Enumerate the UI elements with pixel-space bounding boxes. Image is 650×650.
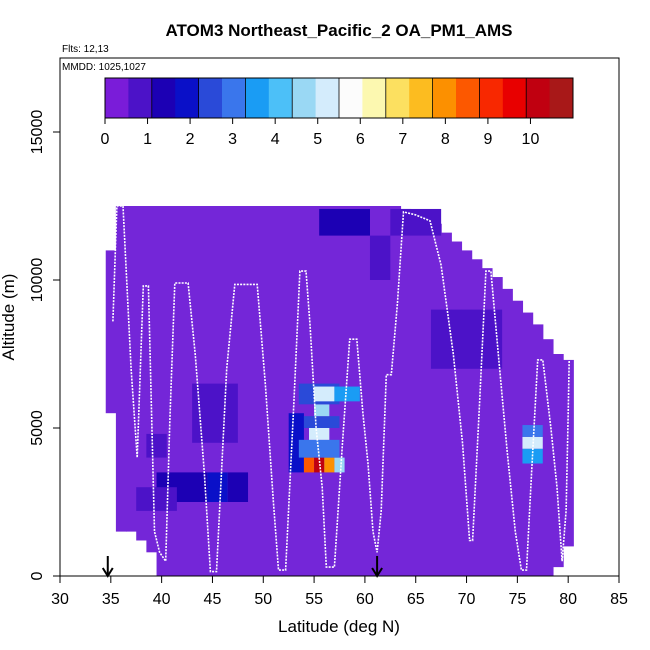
curtain-column [146,206,158,553]
curtain-column [461,250,473,576]
colorbar-swatch [128,78,153,118]
concentration-cell [303,416,340,428]
concentration-cell [369,235,391,280]
colorbar-swatch [292,78,317,118]
colorbar: 0 1 2 3 4 5 6 7 8 9 10 [101,77,574,148]
curtain-column [400,208,412,576]
y-tick-label: 5000 [29,410,46,446]
concentration-cell [298,439,340,458]
colorbar-tick-label: 4 [271,131,280,148]
concentration-cell [319,208,370,236]
plot-frame [59,57,620,577]
colorbar-swatch [245,78,270,118]
curtain-column [156,206,168,576]
colorbar-swatch [339,78,363,118]
x-tick-label: 55 [305,591,323,608]
colorbar-swatch [385,78,410,118]
colorbar-tick-label: 0 [101,131,110,148]
concentration-cell [146,433,167,458]
colorbar-swatch [456,78,480,118]
colorbar-swatch [432,78,457,118]
colorbar-tick-label: 10 [522,131,540,148]
curtain-column [441,232,452,576]
concentration-cell [207,472,228,502]
y-axis-label: Altitude (m) [0,274,18,361]
curtain-column [115,206,127,532]
curtain-column [126,206,137,532]
x-tick-label: 60 [356,591,374,608]
curtain-column [512,300,524,576]
concentration-cell [192,383,238,443]
curtain-column [451,241,463,576]
curtain-column [563,359,574,547]
concentration-cell [136,487,177,511]
concentration-cell [334,386,360,402]
concentration-cell [430,309,503,369]
curtain-column [552,354,564,568]
colorbar-tick-label: 5 [313,131,322,148]
x-tick-label: 75 [508,591,526,608]
colorbar-swatch [315,78,340,118]
flights-label: Flts: 12,13 [62,44,109,55]
concentration-cell [324,457,335,473]
curtain-column [481,268,493,576]
colorbar-tick-label: 9 [483,131,492,148]
colorbar-swatch [502,78,527,118]
x-tick-label: 45 [204,591,222,608]
colorbar-swatch [362,78,387,118]
colorbar-swatch [526,78,551,118]
y-tick-label: 10000 [29,258,46,303]
chart-title: ATOM3 Northeast_Pacific_2 OA_PM1_AMS [165,21,512,40]
concentration-cell [227,472,249,502]
colorbar-tick-label: 1 [143,131,152,148]
concentration-cell [309,428,330,440]
colorbar-tick-label: 3 [228,131,237,148]
flight-track [112,205,570,573]
curtain-column [410,211,422,577]
x-tick-label: 85 [610,591,628,608]
plot-area [101,205,574,578]
colorbar-swatch [151,78,176,118]
concentration-cell [390,208,442,236]
y-tick-label: 0 [29,571,46,580]
colorbar-swatch [479,78,504,118]
concentration-cell [314,404,330,417]
colorbar-swatch [198,78,223,118]
curtain-column [471,259,483,576]
x-axis-label: Latitude (deg N) [278,617,400,636]
x-tick-label: 65 [407,591,425,608]
x-tick-label: 50 [254,591,272,608]
y-tick-label: 15000 [29,110,46,155]
colorbar-swatch [268,78,293,118]
curtain-column [105,250,117,414]
colorbar-swatch [549,78,574,118]
colorbar-tick-label: 7 [398,131,407,148]
x-tick-label: 40 [153,591,171,608]
x-tick-label: 30 [51,591,69,608]
colorbar-tick-label: 2 [186,131,195,148]
x-tick-label: 80 [559,591,577,608]
colorbar-swatch [409,78,434,118]
concentration-cell [314,386,335,402]
concentration-cell [303,457,315,473]
concentration-cell [334,457,345,473]
colorbar-swatch [175,78,200,118]
curtain-column [491,277,503,576]
curtain-column [430,223,442,576]
colorbar-swatch [105,78,129,118]
colorbar-tick-label: 8 [441,131,450,148]
mmdd-label: MMDD: 1025,1027 [62,62,146,73]
curtain-column [502,288,513,576]
curtain-column [136,206,147,541]
concentration-cell [522,425,543,437]
x-tick-label: 35 [102,591,120,608]
curtain-column [420,217,432,576]
colorbar-swatch [222,78,246,118]
curtain-column [542,339,554,576]
colorbar-tick-label: 6 [356,131,365,148]
x-tick-label: 70 [458,591,476,608]
